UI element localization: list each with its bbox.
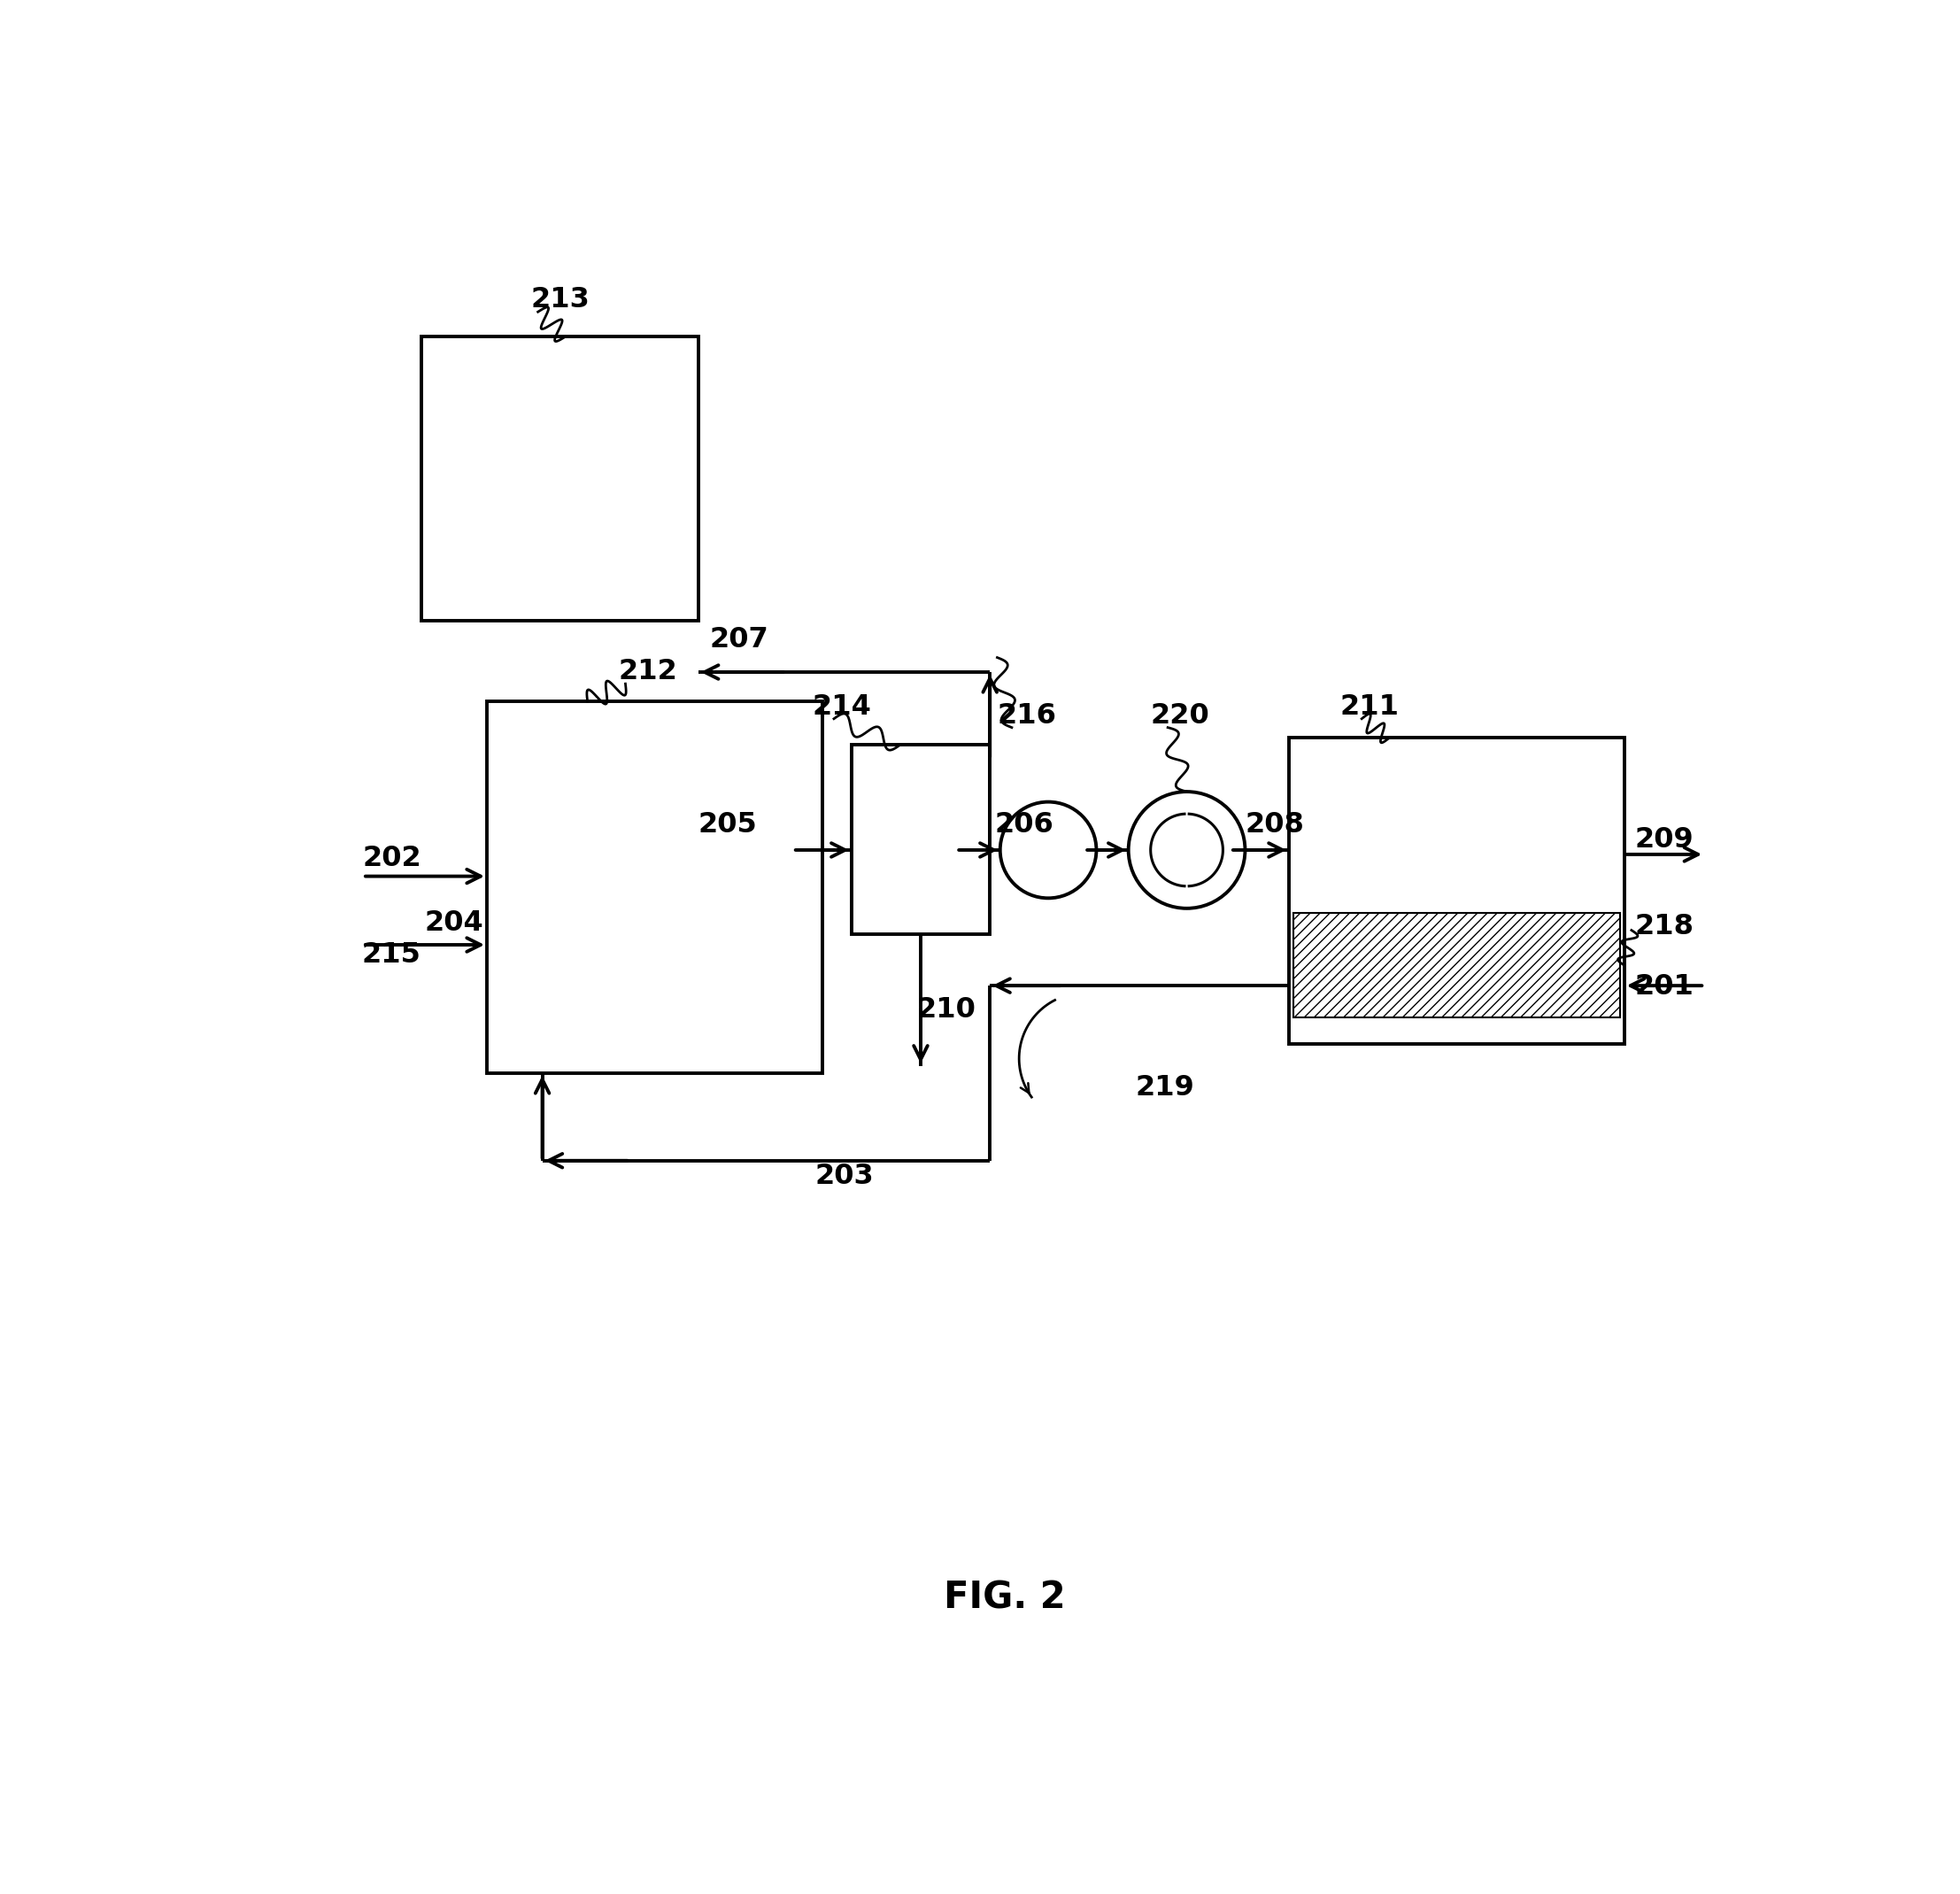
Bar (851, 744, 990, 934)
Text: 210: 210 (917, 996, 976, 1025)
Bar (486, 701, 823, 1074)
Text: 220: 220 (1151, 703, 1209, 729)
Text: 212: 212 (617, 657, 678, 686)
Text: 205: 205 (698, 811, 757, 839)
Text: 214: 214 (811, 693, 872, 720)
Text: 201: 201 (1635, 974, 1693, 1000)
Text: 202: 202 (363, 845, 421, 873)
Text: 211: 211 (1341, 693, 1399, 720)
Text: 215: 215 (363, 941, 421, 968)
Circle shape (1000, 801, 1096, 898)
Text: 216: 216 (998, 703, 1056, 729)
Text: 208: 208 (1245, 811, 1303, 839)
Text: 218: 218 (1635, 913, 1693, 941)
Text: 206: 206 (994, 811, 1053, 839)
Text: 213: 213 (531, 286, 590, 314)
Text: 219: 219 (1135, 1074, 1196, 1100)
Text: 203: 203 (815, 1163, 874, 1189)
Circle shape (1129, 792, 1245, 909)
Bar (1290, 737, 1625, 1044)
Text: FIG. 2: FIG. 2 (943, 1580, 1066, 1617)
Bar (1294, 913, 1619, 1017)
Bar (421, 337, 698, 621)
Text: 204: 204 (425, 909, 484, 936)
Text: 209: 209 (1635, 826, 1693, 854)
Text: 207: 207 (710, 627, 768, 653)
